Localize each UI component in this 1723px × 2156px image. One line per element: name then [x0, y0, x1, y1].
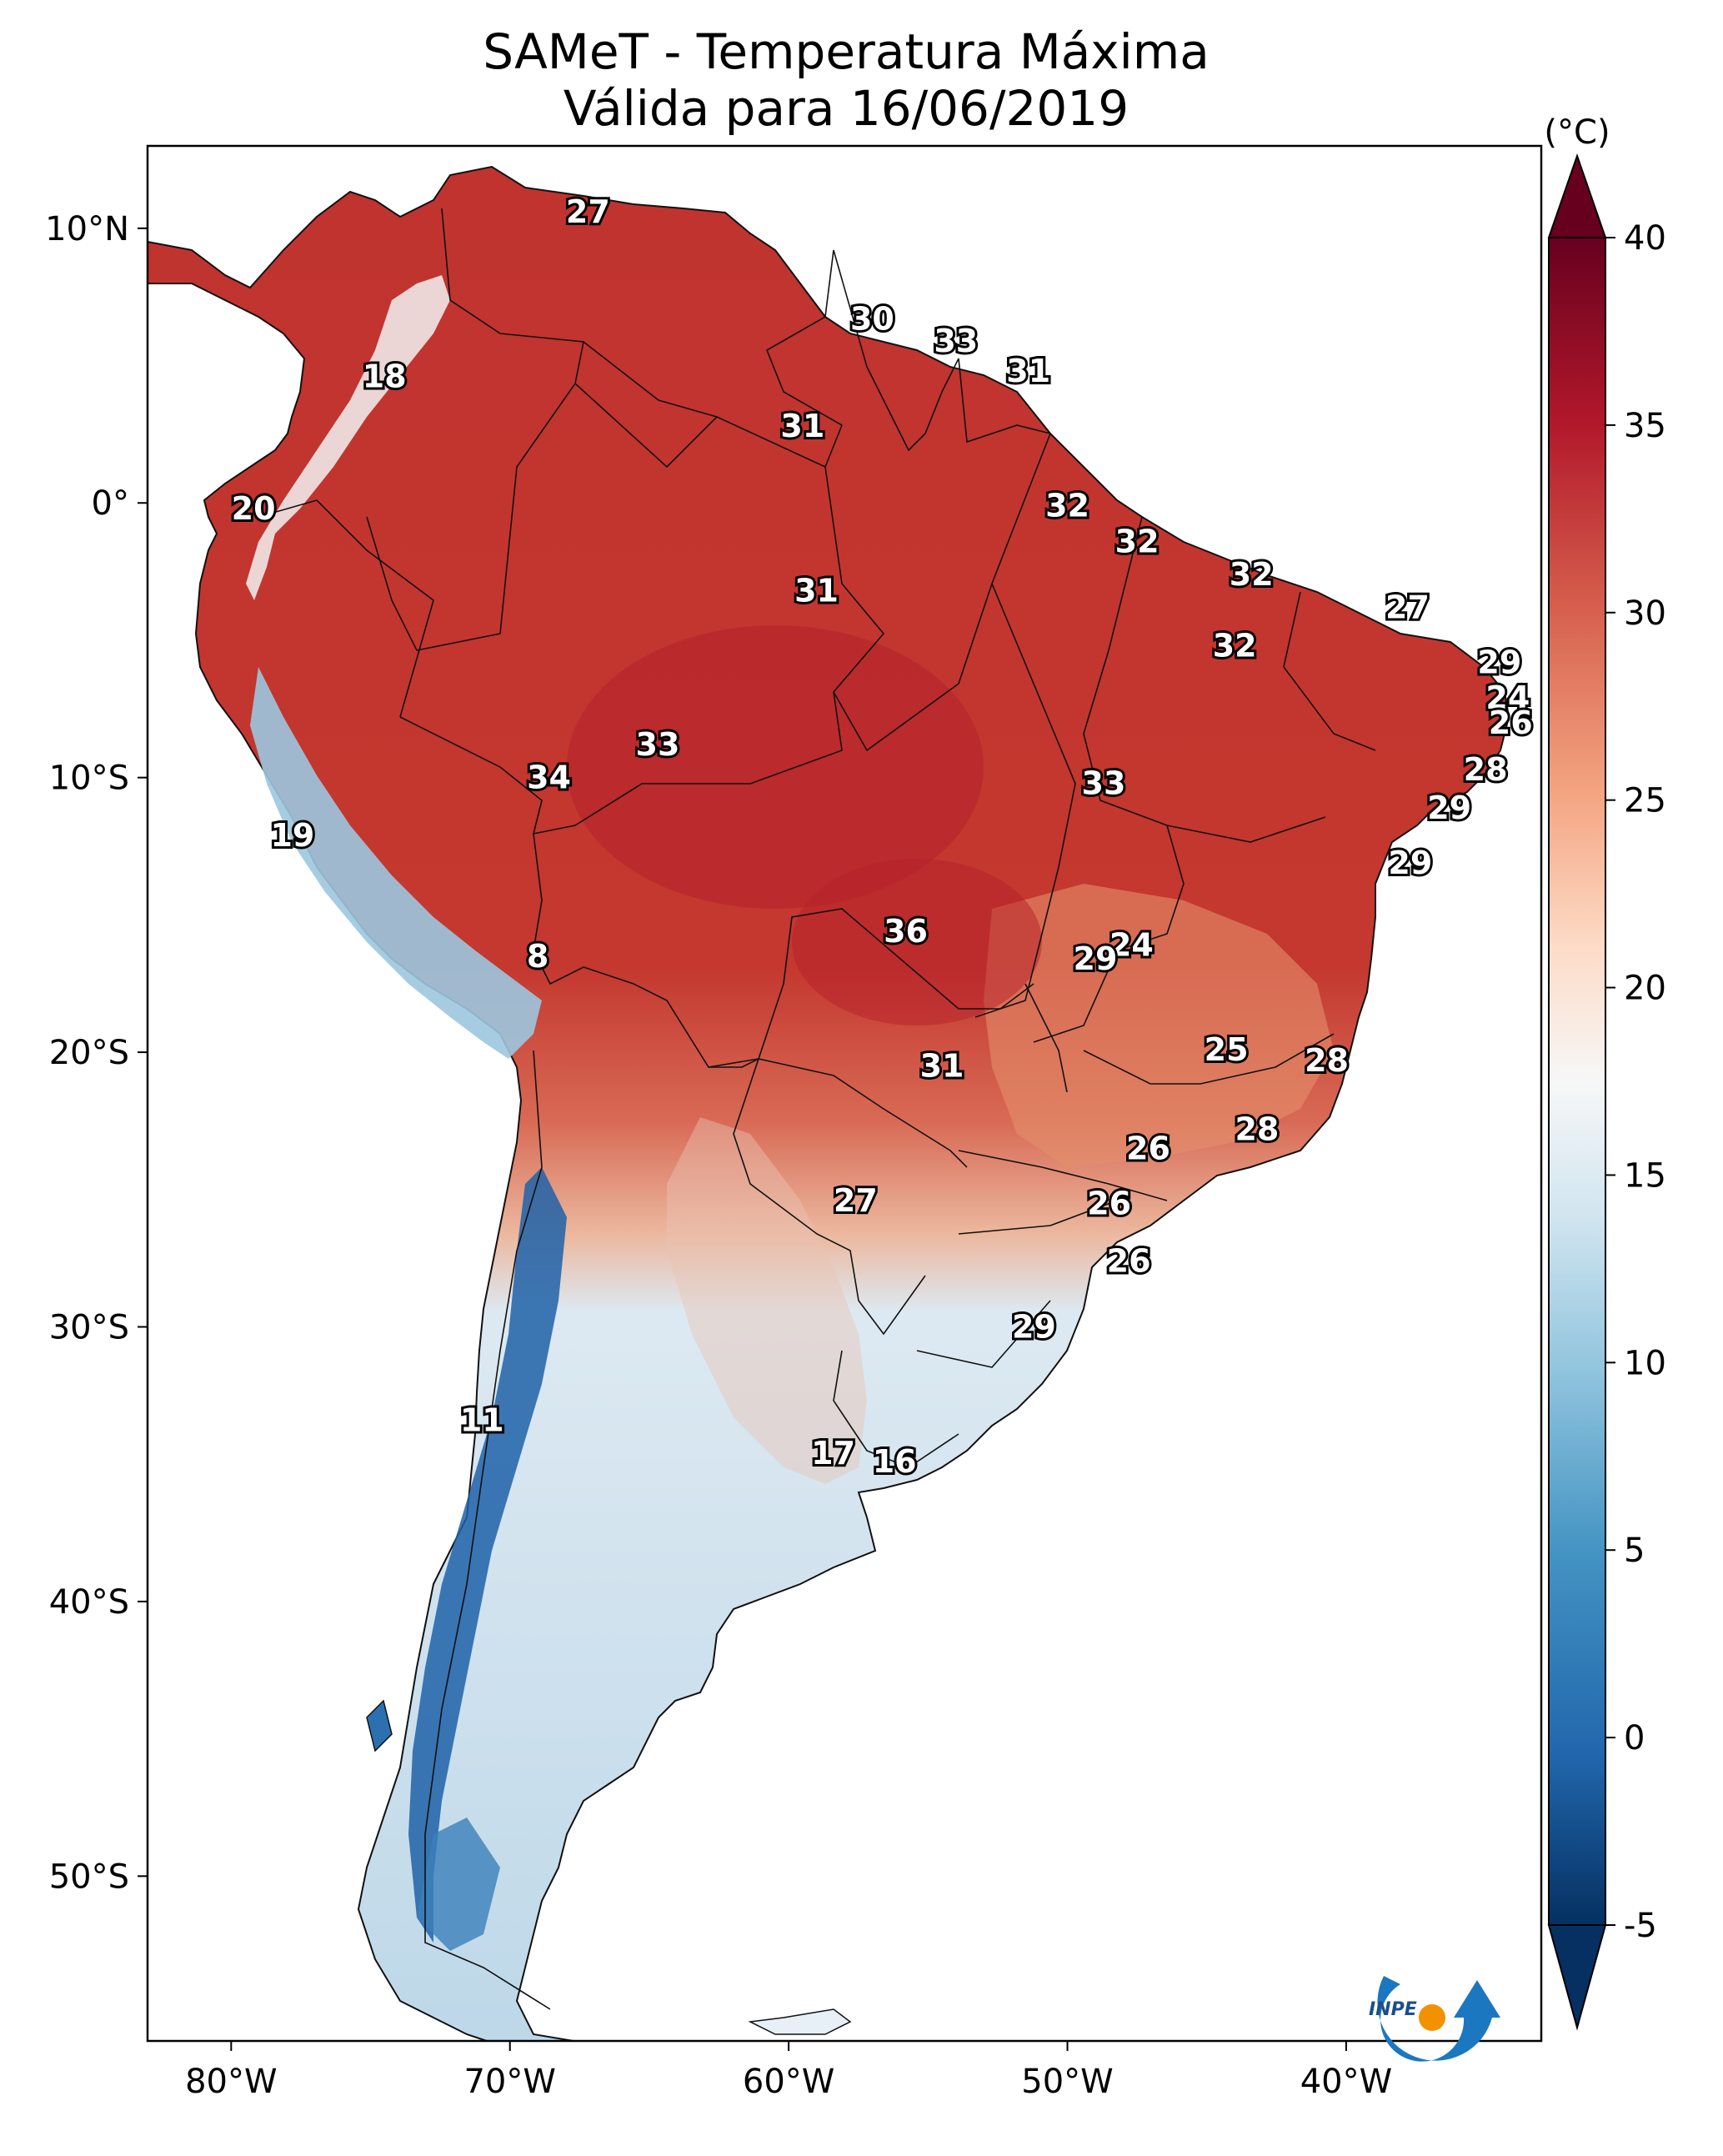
lat-tick-label: 40°S — [49, 1583, 129, 1622]
chart-title-line2: Válida para 16/06/2019 — [563, 80, 1129, 137]
colorbar-tick-label: 5 — [1624, 1532, 1645, 1570]
colorbar-tick-label: 20 — [1624, 970, 1666, 1008]
northern-andes-cool-band — [246, 275, 450, 600]
station-temperature-label: 20 — [232, 490, 276, 527]
station-temperature-label: 29 — [1427, 790, 1471, 826]
station-temperature-label: 31 — [1006, 353, 1050, 389]
falkland-islands — [748, 2008, 852, 2035]
central-andes-cool-band — [250, 667, 542, 1059]
colorbar-tick-label: 30 — [1624, 594, 1666, 633]
station-temperature-label: 28 — [1305, 1042, 1349, 1079]
station-temperature-label: 31 — [920, 1048, 964, 1085]
station-temperature-label: 31 — [780, 408, 824, 444]
lat-tick-label: 30°S — [49, 1309, 129, 1347]
station-temperature-label: 17 — [811, 1435, 855, 1472]
station-temperature-label: 33 — [636, 726, 680, 763]
colorbar-tick-label: 0 — [1624, 1719, 1645, 1757]
map-content — [148, 165, 1510, 2041]
pampas-transition-area — [667, 1117, 867, 1484]
station-temperature-label: 19 — [270, 817, 314, 854]
logo-dot-icon — [1419, 2004, 1445, 2031]
lat-tick-label: 10°N — [45, 210, 129, 248]
lat-tick-label: 10°S — [49, 760, 129, 798]
lat-tick-label: 0° — [92, 484, 129, 523]
colorbar-tick-label: 15 — [1624, 1156, 1666, 1195]
station-temperature-label: 30 — [850, 301, 894, 338]
lon-tick-label: 80°W — [185, 2063, 277, 2101]
colorbar-tick-label: -5 — [1624, 1907, 1657, 1945]
lon-tick-label: 70°W — [463, 2063, 555, 2101]
lon-tick-label: 40°W — [1300, 2063, 1392, 2101]
colorbar-tick-label: 25 — [1624, 782, 1666, 820]
station-temperature-label: 32 — [1230, 556, 1274, 593]
colorbar: (°C) 40 35 30 25 20 15 10 5 0 -5 — [1544, 113, 1666, 2031]
station-temperature-label: 29 — [1074, 940, 1118, 977]
amazon-hot-core — [567, 625, 984, 909]
station-temperature-label: 27 — [834, 1182, 878, 1219]
station-temperature-label: 27 — [1385, 589, 1430, 625]
patagonia-cold-area — [417, 1818, 500, 1951]
logo-arc-icon — [1377, 1976, 1500, 2062]
southeast-brazil-warm-area — [984, 884, 1334, 1167]
chart-title-line1: SAMeT - Temperatura Máxima — [483, 23, 1210, 80]
station-temperature-label: 24 — [1109, 927, 1154, 964]
station-temperature-label: 28 — [1464, 751, 1508, 788]
map-frame — [146, 144, 1543, 2043]
colorbar-ticks: 40 35 30 25 20 15 10 5 0 -5 — [1605, 219, 1666, 1945]
station-temperature-label: 36 — [884, 913, 928, 950]
station-temperature-label: 26 — [1087, 1185, 1131, 1221]
latitude-axis: 10°N 0° 10°S 20°S 30°S 40°S 50°S — [45, 210, 148, 1896]
colorbar-tick-label: 35 — [1624, 407, 1666, 445]
central-west-hot-core — [792, 859, 1042, 1025]
station-temperature-label: 31 — [794, 573, 839, 609]
station-temperature-label: 11 — [460, 1402, 504, 1439]
colorbar-max-extension — [1547, 153, 1607, 238]
station-temperature-label: 25 — [1205, 1031, 1249, 1068]
station-temperature-label: 32 — [1045, 488, 1089, 524]
station-temperature-label: 28 — [1235, 1111, 1279, 1147]
station-temperature-label: 8 — [527, 938, 548, 975]
station-temperature-label: 32 — [1213, 628, 1257, 664]
station-temperature-label: 26 — [1107, 1242, 1151, 1279]
inpe-logo: INPE — [1369, 1976, 1500, 2062]
country-borders — [258, 208, 1376, 2010]
station-temperature-label: 33 — [1082, 765, 1126, 801]
colorbar-min-extension — [1547, 1924, 1607, 2031]
station-temperature-label: 16 — [873, 1443, 917, 1480]
colorbar-tick-label: 40 — [1624, 219, 1666, 258]
lat-tick-label: 50°S — [49, 1858, 129, 1896]
station-temperature-label: 26 — [1126, 1130, 1170, 1166]
station-temperature-label: 26 — [1489, 704, 1533, 741]
station-temperature-label: 32 — [1115, 523, 1160, 559]
colorbar-tick-label: 10 — [1624, 1344, 1666, 1382]
southern-andes-cold-band — [408, 1167, 567, 1943]
station-temperature-label: 29 — [1012, 1309, 1056, 1346]
station-temperature-label: 34 — [527, 760, 571, 796]
colorbar-scale — [1548, 237, 1606, 1926]
station-temperature-label: 33 — [934, 323, 978, 359]
lat-tick-label: 20°S — [49, 1034, 129, 1072]
lon-tick-label: 50°W — [1021, 2063, 1113, 2101]
longitude-axis: 80°W 70°W 60°W 50°W 40°W — [185, 2041, 1392, 2101]
station-temperature-label: 18 — [363, 358, 407, 395]
station-temperature-label: 29 — [1477, 644, 1521, 680]
station-temperature-label: 27 — [566, 193, 610, 230]
station-temperature-label: 24 — [1485, 679, 1530, 716]
lon-tick-label: 60°W — [743, 2063, 834, 2101]
logo-text: INPE — [1369, 1999, 1417, 2020]
station-temperature-label: 29 — [1388, 845, 1432, 881]
chiloe-island — [366, 1699, 393, 1752]
colorbar-unit: (°C) — [1544, 113, 1610, 152]
